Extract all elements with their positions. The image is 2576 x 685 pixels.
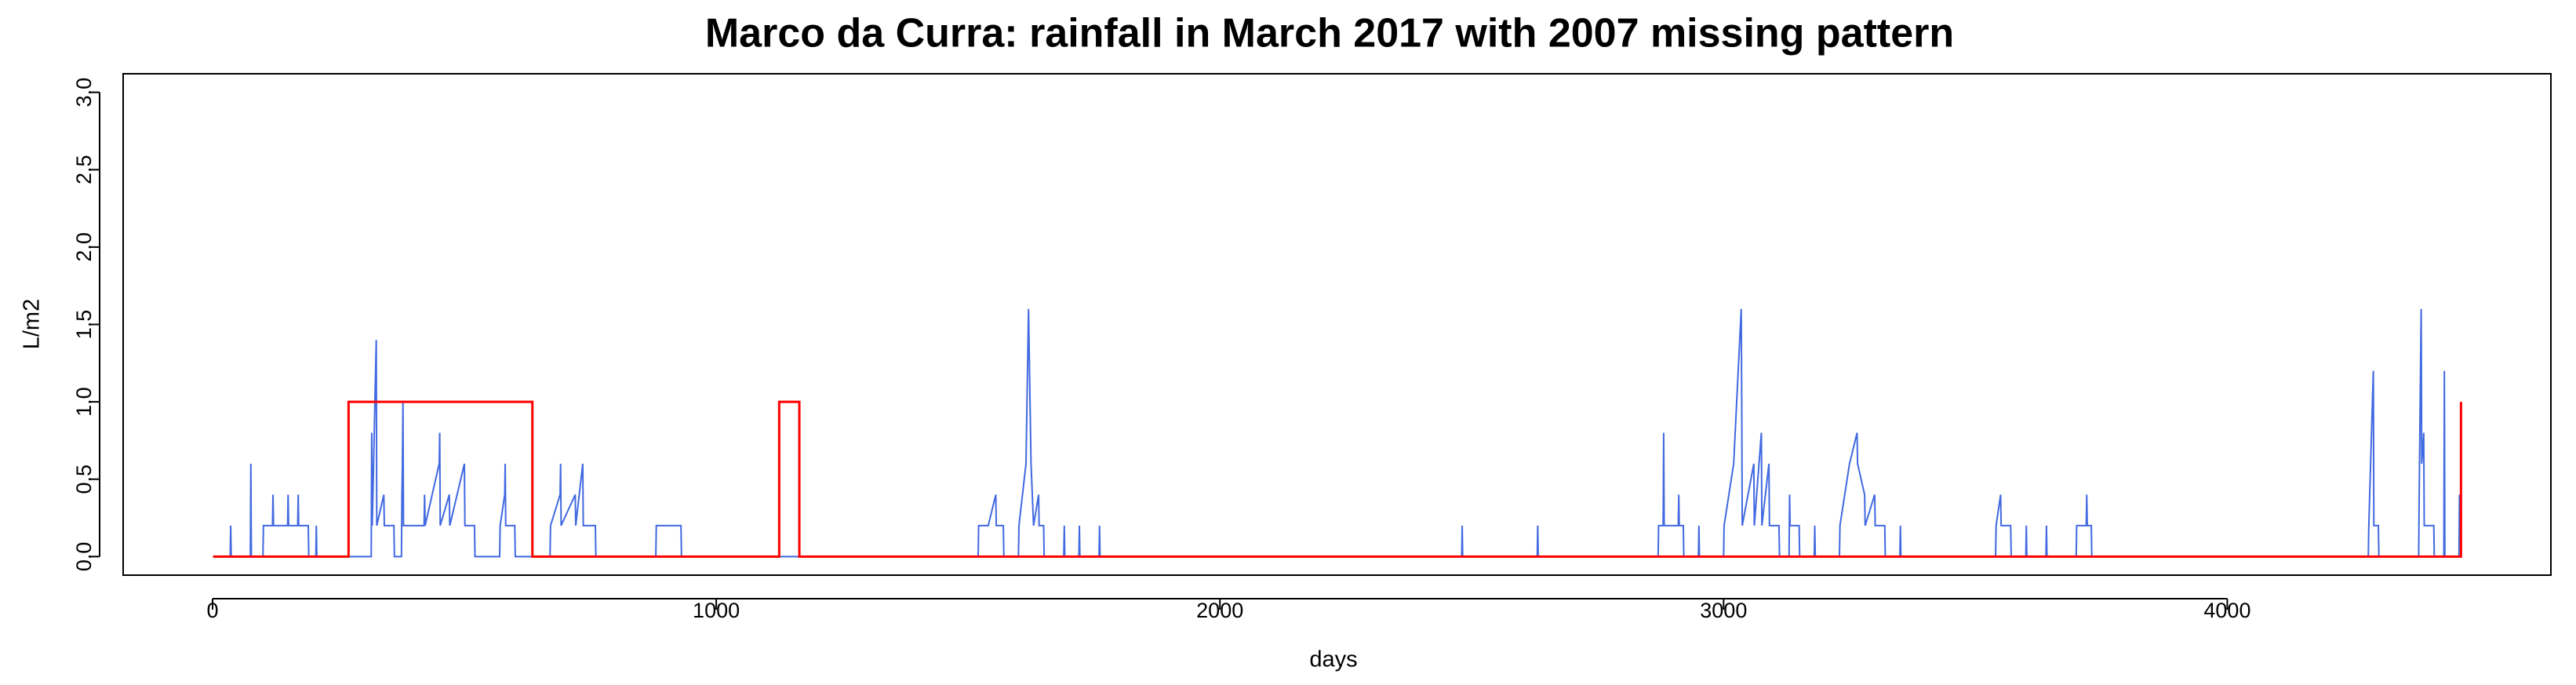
y-tick-label: 3.0	[72, 78, 96, 107]
y-tick-label: 2.0	[72, 232, 96, 262]
x-axis-label: days	[1309, 647, 1357, 672]
x-tick-label: 0	[206, 599, 218, 622]
x-tick-label: 3000	[1700, 599, 1747, 622]
y-tick-label: 0.0	[72, 542, 96, 572]
data-line	[213, 308, 2462, 558]
y-tick-label: 0.5	[72, 465, 96, 494]
x-tick-label: 2000	[1196, 599, 1243, 622]
x-tick-label: 4000	[2203, 599, 2250, 622]
y-tick-label: 1.5	[72, 310, 96, 340]
x-tick-label: 1000	[693, 599, 740, 622]
chart-title: Marco da Curra: rainfall in March 2017 w…	[705, 11, 1954, 56]
y-tick-label: 1.0	[72, 387, 96, 417]
plot-frame	[122, 73, 2552, 576]
y-tick-label: 2.5	[72, 155, 96, 185]
data-line	[213, 400, 2462, 558]
y-axis-label: L/m2	[20, 299, 45, 349]
